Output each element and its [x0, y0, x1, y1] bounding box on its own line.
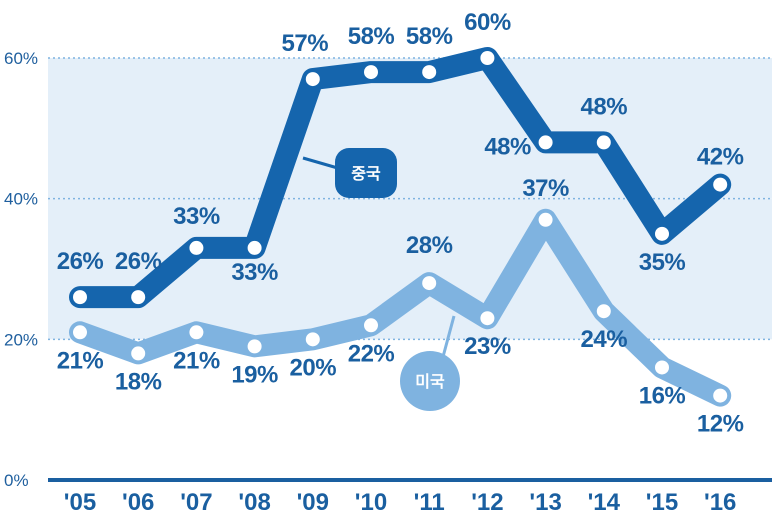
- data-point: [73, 325, 87, 340]
- data-label: 58%: [348, 23, 395, 50]
- legend-us-badge: [400, 351, 460, 411]
- data-label: 20%: [290, 354, 337, 381]
- data-label: 37%: [522, 175, 569, 202]
- data-point: [422, 65, 437, 80]
- series-china: 26% 26% 33% 33% 57% 58% 58% 60% 48% 48% 35% 42%: [57, 9, 744, 309]
- data-point: [713, 177, 728, 192]
- legend-us-label: 미국: [415, 372, 445, 391]
- series-layer: 21%18%21%19% 20%22%28%23%37%24%16%12%26% 2…: [57, 9, 744, 438]
- data-point: [247, 240, 262, 255]
- data-label: 21%: [57, 347, 104, 374]
- x-tick-label: '13: [529, 489, 561, 516]
- data-point: [655, 360, 669, 375]
- legend-china-label: 중국: [351, 164, 381, 183]
- data-label: 60%: [464, 9, 511, 36]
- series-line: [69, 47, 732, 309]
- data-label: 12%: [697, 411, 744, 438]
- data-label: 26%: [57, 248, 104, 275]
- data-label: 22%: [348, 340, 395, 367]
- data-point: [131, 346, 146, 361]
- data-label: 24%: [581, 326, 628, 353]
- data-label: 58%: [406, 23, 453, 50]
- data-point: [189, 325, 204, 340]
- data-point: [247, 339, 262, 354]
- legend-china: 중국: [302, 148, 397, 198]
- x-tick-label: '05: [64, 489, 96, 516]
- data-point: [131, 290, 146, 305]
- data-point: [713, 388, 728, 403]
- data-label: 23%: [464, 333, 511, 360]
- x-tick-label: '16: [704, 489, 736, 516]
- legend-us: 미국: [400, 315, 460, 411]
- data-point: [73, 290, 87, 305]
- x-axis: '05 '06 '07 '08 '09 '10 '11 '12 '13 '14 '15 '16: [64, 489, 737, 516]
- data-label: 18%: [115, 368, 162, 395]
- data-label: 33%: [173, 203, 220, 230]
- data-point: [655, 226, 669, 241]
- data-label: 48%: [581, 93, 628, 120]
- x-tick-label: '06: [122, 489, 154, 516]
- y-tick-label: 20%: [4, 330, 38, 349]
- data-label: 48%: [484, 133, 531, 160]
- y-tick-label: 60%: [4, 49, 38, 68]
- data-point: [538, 212, 553, 227]
- series-us: 21% 18% 21% 19% 20% 22% 28% 23% 37% 24% 16% 12%: [57, 175, 744, 438]
- series-line: [69, 208, 732, 407]
- x-tick-label: '11: [414, 489, 445, 516]
- x-tick-label: '09: [297, 489, 329, 516]
- data-point: [596, 135, 611, 150]
- data-point: [305, 72, 320, 87]
- data-label: 21%: [173, 347, 220, 374]
- data-label: 28%: [406, 232, 453, 259]
- data-label: 35%: [639, 249, 686, 276]
- data-point: [480, 51, 495, 65]
- data-point: [364, 65, 378, 80]
- data-point: [538, 135, 553, 150]
- data-label: 33%: [231, 259, 278, 286]
- x-tick-label: '15: [646, 489, 678, 516]
- x-tick-label: '07: [180, 489, 212, 516]
- data-point: [189, 240, 204, 255]
- data-point: [364, 318, 378, 333]
- legend-china-badge: [335, 148, 397, 198]
- x-tick-label: '08: [238, 489, 270, 516]
- data-label: 19%: [231, 361, 278, 388]
- x-tick-label: '12: [471, 489, 503, 516]
- x-tick-label: '14: [588, 489, 621, 516]
- data-label: 16%: [639, 382, 686, 409]
- data-label: 42%: [697, 144, 744, 171]
- data-label: 26%: [115, 248, 162, 275]
- data-point: [305, 332, 320, 347]
- data-point: [480, 311, 495, 326]
- data-point: [596, 304, 611, 319]
- y-tick-label: 0%: [4, 471, 29, 490]
- data-label: 57%: [282, 30, 329, 57]
- data-point: [422, 276, 437, 291]
- x-tick-label: '10: [355, 489, 387, 516]
- y-axis: 0% 20% 40% 60%: [4, 49, 38, 490]
- y-tick-label: 40%: [4, 190, 38, 209]
